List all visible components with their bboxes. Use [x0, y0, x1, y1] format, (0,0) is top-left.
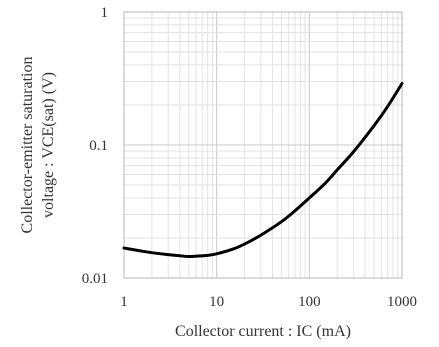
grid [124, 12, 402, 278]
x-tick-label: 1 [120, 294, 128, 310]
y-axis-title-line-1: Collector-emitter saturation [19, 57, 36, 234]
series [122, 82, 404, 259]
x-tick-label: 10 [209, 294, 224, 310]
series-line [122, 82, 404, 259]
x-tick-label: 100 [298, 294, 321, 310]
y-tick-label: 0.01 [82, 271, 108, 287]
y-axis-title-line-2: voltage : VCE(sat) (V) [40, 72, 57, 218]
x-tick-label: 1000 [387, 294, 417, 310]
y-tick-label: 0.1 [89, 138, 108, 154]
x-axis-title: Collector current : IC (mA) [175, 323, 351, 340]
y-tick-label: 1 [101, 5, 109, 21]
tick-labels: 1 10 100 1000 0.01 0.1 1 [82, 5, 417, 310]
plot-frame [123, 11, 403, 279]
